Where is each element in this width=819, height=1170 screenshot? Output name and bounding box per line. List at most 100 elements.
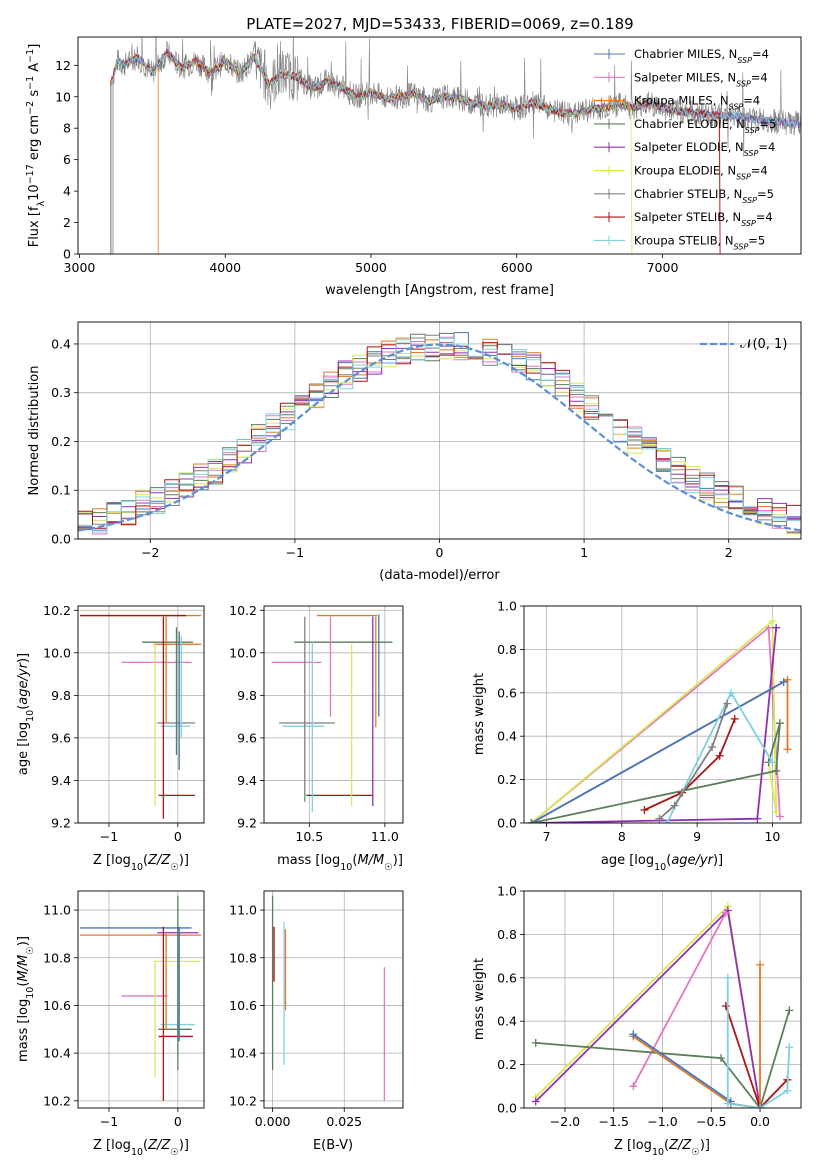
legend-text: Kroupa MILES, N	[634, 94, 729, 108]
legend-label: Kroupa MILES, NSSP=4	[634, 94, 760, 112]
legend-sub: SSP	[729, 102, 744, 111]
legend-label: Salpeter ELODIE, NSSP=4	[634, 140, 775, 158]
legend-text: Salpeter STELIB, N	[634, 210, 741, 224]
histogram-salpeter-stelib	[78, 342, 801, 529]
weight-point	[723, 699, 732, 708]
residuals-axes: −2 −1 0 1 2 0.0 0.1 0.2 0.3 0.4	[51, 322, 801, 560]
legend-nssp: =4	[751, 70, 768, 84]
x-tick-label: 9	[693, 829, 701, 844]
weight-point	[531, 1038, 540, 1047]
weight-line-chabrier-elodie	[531, 722, 781, 823]
y-tick-label: 9.2	[237, 816, 257, 831]
age-vs-z-ylabel: age [log10(age/yr)]	[16, 653, 36, 775]
weight-vs-age-plot	[527, 617, 792, 823]
x-tick-label: −2.0	[550, 1114, 580, 1129]
y-tick-label: 0.6	[497, 970, 517, 985]
y-tick-label: 10.6	[43, 998, 71, 1013]
legend-text: Salpeter MILES, N	[634, 70, 736, 84]
y-tick-label: 0.2	[497, 772, 517, 787]
weight-vs-z-xlabel-part: (	[664, 1138, 669, 1153]
weight-vs-z-frame	[523, 890, 802, 1109]
age-vs-mass-xlabel-part: ☉	[384, 862, 393, 873]
mass-vs-z-xlabel-part: (	[143, 1138, 148, 1153]
age-vs-z-xlabel-part: Z/Z	[147, 853, 171, 868]
residuals-ylabel: Normed distribution	[27, 366, 42, 496]
mass-vs-z-ylabel-part: (	[16, 982, 31, 987]
weight-point	[772, 623, 781, 632]
y-tick-label: 0.4	[497, 1014, 517, 1029]
y-tick-label: 12	[55, 58, 71, 73]
spectrum-xlabel-part: wavelength [Angstrom, rest frame]	[325, 283, 554, 298]
y-tick-label: 0.2	[497, 1057, 517, 1072]
spectrum-ylabel-part: A	[27, 63, 42, 76]
y-tick-label: 1.0	[497, 599, 517, 614]
figure-title: PLATE=2027, MJD=53433, FIBERID=0069, z=0…	[246, 15, 633, 33]
x-tick-label: 7	[543, 829, 551, 844]
spectrum-ylabel-part: erg cm	[27, 115, 42, 164]
legend-text: Kroupa STELIB, N	[634, 233, 734, 247]
weight-point	[726, 688, 735, 697]
weight-vs-z-xlabel: Z [log10(Z/Z☉)]	[614, 1138, 710, 1158]
weight-point	[670, 801, 679, 810]
weight-vs-age-frame	[523, 605, 802, 824]
age-vs-z-xlabel-part: ☉	[170, 862, 179, 873]
mass-vs-z-ylabel-part: M/M	[16, 955, 31, 982]
weight-point	[629, 1082, 638, 1091]
spectrum-ylabel-part: −1	[25, 76, 36, 90]
mass-vs-ebv-xlabel: E(B-V)	[313, 1138, 353, 1153]
mass-vs-z-ylabel-part: mass [log	[16, 999, 31, 1062]
y-tick-label: 10.8	[43, 950, 71, 965]
weight-vs-age-xlabel: age [log10(age/yr)]	[601, 853, 723, 873]
age-vs-z-xlabel-part: Z [log	[93, 853, 131, 868]
x-tick-label: 2	[725, 545, 733, 560]
x-tick-label: 10	[764, 829, 780, 844]
model-line-kroupa-stelib	[110, 52, 801, 254]
mass-vs-z-xlabel: Z [log10(Z/Z☉)]	[93, 1138, 189, 1158]
residuals-xlabel-part: (data-model)/error	[379, 568, 500, 583]
spectrum-ylabel-part: ]	[27, 44, 42, 49]
age-vs-z-ylabel-part: age [log	[16, 722, 31, 775]
model-line-kroupa-elodie	[110, 51, 633, 254]
weight-point	[768, 617, 777, 626]
legend-sub: SSP	[744, 149, 759, 158]
spectrum-ylabel-part: Flux [f	[27, 206, 42, 247]
x-tick-label: −0.5	[696, 1114, 726, 1129]
mass-vs-z-ylabel-part: ☉	[25, 946, 36, 955]
x-tick-label: 6000	[501, 260, 533, 275]
x-tick-label: −1.0	[647, 1114, 677, 1129]
weight-point	[775, 812, 784, 821]
legend-label: Salpeter MILES, NSSP=4	[634, 70, 768, 88]
legend-sub: SSP	[734, 242, 749, 251]
y-tick-label: 9.6	[51, 730, 71, 745]
legend-nssp: =4	[752, 47, 769, 61]
x-tick-label: 0.0	[750, 1114, 770, 1129]
weight-vs-age-xlabel-part: (	[666, 853, 671, 868]
x-tick-label: 3000	[64, 260, 96, 275]
mass-vs-z-axes: −1 0 10.2 10.4 10.6 10.8 11.0	[43, 891, 204, 1129]
weight-line-chabrier-miles	[531, 681, 785, 823]
spectrum-ylabel-part: −17	[25, 164, 36, 184]
y-tick-label: 9.6	[237, 730, 257, 745]
spectrum-ylabel-part: −1	[25, 49, 36, 63]
weight-vs-age-axes: 7 8 9 10 0.0 0.2 0.4 0.6 0.8 1.0	[497, 599, 801, 844]
age-vs-mass-xlabel-part: )]	[393, 853, 403, 868]
x-tick-label: −1.5	[599, 1114, 629, 1129]
y-tick-label: 10	[55, 89, 71, 104]
spectrum-ylabel-part: λ	[36, 200, 47, 206]
legend-text: Chabrier STELIB, N	[634, 187, 742, 201]
weight-vs-age-xlabel-part: )]	[713, 853, 723, 868]
age-vs-z-xlabel: Z [log10(Z/Z☉)]	[93, 853, 189, 873]
legend-label: Chabrier MILES, NSSP=4	[634, 47, 769, 65]
y-tick-label: 0	[63, 247, 71, 262]
weight-vs-z-xlabel-part: ☉	[691, 1147, 700, 1158]
weight-point	[775, 719, 784, 728]
weight-vs-age-ylabel: mass weight	[472, 673, 487, 755]
weight-point	[772, 766, 781, 775]
weight-point	[717, 1054, 726, 1063]
y-tick-label: 10.2	[229, 603, 257, 618]
mass-vs-z-ylabel-part: )]	[16, 936, 31, 946]
histogram-kroupa-stelib	[78, 338, 801, 533]
legend-label: Chabrier STELIB, NSSP=5	[634, 187, 774, 205]
